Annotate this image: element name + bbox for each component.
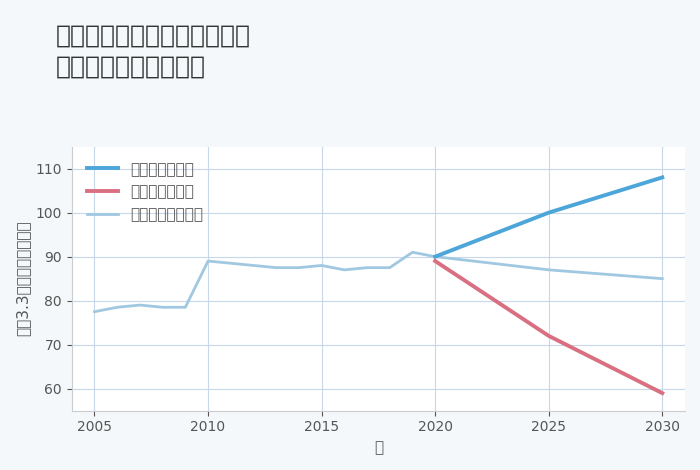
ノーマルシナリオ: [204, 258, 212, 264]
バッドシナリオ: [658, 390, 666, 396]
ノーマルシナリオ: [90, 309, 99, 314]
ノーマルシナリオ: [181, 305, 190, 310]
グッドシナリオ: [545, 210, 553, 215]
Line: ノーマルシナリオ: ノーマルシナリオ: [94, 252, 435, 312]
ノーマルシナリオ: [136, 302, 144, 308]
グッドシナリオ: [658, 174, 666, 180]
ノーマルシナリオ: [272, 265, 281, 270]
ノーマルシナリオ: [113, 305, 121, 310]
ノーマルシナリオ: [340, 267, 349, 273]
X-axis label: 年: 年: [374, 440, 383, 455]
ノーマルシナリオ: [227, 260, 235, 266]
ノーマルシナリオ: [386, 265, 394, 270]
グッドシナリオ: [431, 254, 440, 259]
ノーマルシナリオ: [158, 305, 167, 310]
ノーマルシナリオ: [295, 265, 303, 270]
ノーマルシナリオ: [408, 250, 416, 255]
ノーマルシナリオ: [249, 263, 258, 268]
バッドシナリオ: [545, 333, 553, 339]
Y-axis label: 坪（3.3㎡）単価（万円）: 坪（3.3㎡）単価（万円）: [15, 221, 30, 337]
Legend: グッドシナリオ, バッドシナリオ, ノーマルシナリオ: グッドシナリオ, バッドシナリオ, ノーマルシナリオ: [79, 154, 211, 230]
Line: グッドシナリオ: グッドシナリオ: [435, 177, 662, 257]
ノーマルシナリオ: [317, 263, 326, 268]
ノーマルシナリオ: [431, 254, 440, 259]
Text: 兵庫県姫路市大津区大津町の
中古戸建ての価格推移: 兵庫県姫路市大津区大津町の 中古戸建ての価格推移: [56, 24, 251, 79]
ノーマルシナリオ: [363, 265, 371, 270]
バッドシナリオ: [431, 258, 440, 264]
Line: バッドシナリオ: バッドシナリオ: [435, 261, 662, 393]
